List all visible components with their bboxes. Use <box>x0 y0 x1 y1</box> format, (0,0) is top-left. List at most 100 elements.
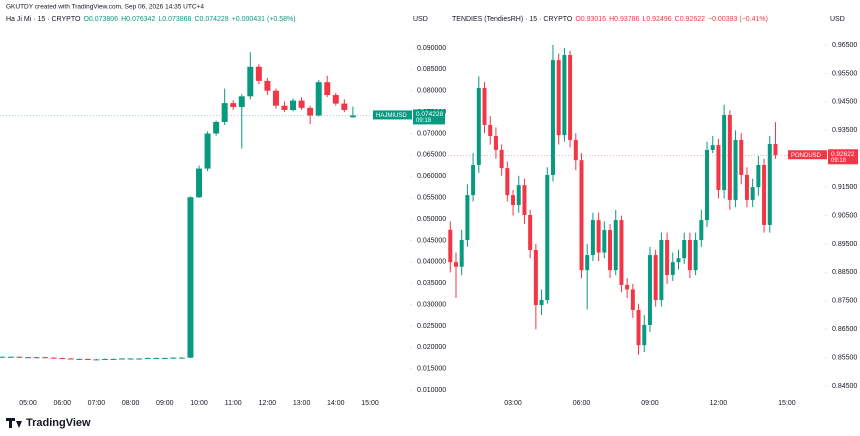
candle-body <box>453 262 458 267</box>
candle-body <box>727 114 732 200</box>
x-tick-label: 11:00 <box>225 400 242 407</box>
tv-logo <box>6 418 22 428</box>
y-tick-label: 0.88500 <box>832 269 857 276</box>
candle-body <box>579 160 584 271</box>
candle-body <box>196 168 203 198</box>
candle-body <box>636 309 641 346</box>
ticker-box <box>788 150 827 160</box>
x-tick-label: 03:00 <box>504 400 522 407</box>
candle-body <box>93 359 100 361</box>
candle-body <box>533 249 538 306</box>
candle-body <box>499 149 504 169</box>
candle-body <box>349 115 356 118</box>
candle-body <box>653 255 658 300</box>
candle-body <box>25 357 32 359</box>
y-tick-label: 0.93500 <box>832 127 857 134</box>
y-tick-label: 0.84500 <box>832 383 857 390</box>
y-tick-label: 0.085000 <box>417 66 446 73</box>
candle-body <box>619 220 624 285</box>
candle-body <box>756 164 761 188</box>
candle-body <box>187 197 194 358</box>
candle-body <box>687 240 692 271</box>
candle-body <box>213 121 220 134</box>
candle-body <box>33 357 40 359</box>
x-tick-label: 07:00 <box>88 400 106 407</box>
candle-body <box>676 258 681 263</box>
candle-body <box>602 230 607 253</box>
candle-body <box>178 357 185 359</box>
candle-body <box>744 174 749 200</box>
candle-body <box>161 358 168 360</box>
x-tick-label: 12:00 <box>710 400 728 407</box>
candle-body <box>670 262 675 275</box>
ticker-label: HAJMIUSD <box>376 113 407 119</box>
candle-body <box>119 358 126 360</box>
ohlc-value: L0.073868 <box>158 16 191 23</box>
candle-body <box>516 185 521 206</box>
y-tick-label: 0.90500 <box>832 212 857 219</box>
price-box <box>828 149 858 165</box>
x-tick-label: 10:00 <box>190 400 208 407</box>
currency: USD <box>413 16 428 23</box>
candle-body <box>550 60 555 175</box>
candle-body <box>136 358 143 360</box>
candle-body <box>647 255 652 325</box>
last-price-label: 0.92622 <box>831 151 855 158</box>
candle-body <box>590 220 595 256</box>
candle-body <box>221 103 228 122</box>
candle-body <box>665 240 670 275</box>
countdown-label: 09:18 <box>831 158 847 164</box>
x-tick-label: 13:00 <box>293 400 311 407</box>
candle-body <box>59 358 66 360</box>
ohlc-value: O0.93016 <box>575 16 606 23</box>
candle-body <box>750 187 755 200</box>
ticker-box <box>373 110 412 120</box>
symbol-header: TENDIES (TendiesRH) · 15 · CRYPTO O0.9301… <box>452 16 768 23</box>
candle-body <box>539 299 544 306</box>
candle-body <box>488 124 493 136</box>
candle-body <box>67 358 74 360</box>
symbol-name: TENDIES (TendiesRH) · 15 · CRYPTO <box>452 16 573 23</box>
y-tick-label: 0.95500 <box>832 70 857 77</box>
candle-body <box>42 357 49 359</box>
y-tick-label: 0.035000 <box>417 280 446 287</box>
y-tick-label: 0.020000 <box>417 344 446 351</box>
y-tick-label: 0.85500 <box>832 355 857 362</box>
candle-body <box>476 87 481 165</box>
ohlc-value: O0.073806 <box>83 16 118 23</box>
y-tick-label: 0.060000 <box>417 173 446 180</box>
ohlc-value: H0.93786 <box>609 16 639 23</box>
y-tick-label: 0.050000 <box>417 216 446 223</box>
candle-body <box>459 240 464 267</box>
x-tick-label: 09:00 <box>156 400 174 407</box>
candle-body <box>773 144 778 156</box>
candle-body <box>101 358 108 360</box>
candle-body <box>699 220 704 241</box>
ohlc-value: +0.000431 (+0.58%) <box>232 16 296 23</box>
candle-body <box>84 358 91 360</box>
y-tick-label: 0.025000 <box>417 323 446 330</box>
y-tick-label: 0.015000 <box>417 366 446 373</box>
y-tick-label: 0.080000 <box>417 88 446 95</box>
candle-body <box>705 149 710 221</box>
y-tick-label: 0.030000 <box>417 301 446 308</box>
y-tick-label: 0.010000 <box>417 387 446 394</box>
candle-body <box>545 174 550 300</box>
candle-body <box>505 168 510 196</box>
y-tick-label: 0.87500 <box>832 298 857 305</box>
candle-body <box>482 87 487 125</box>
candle-body <box>272 90 279 106</box>
candle-body <box>324 82 331 96</box>
candle-body <box>7 356 14 358</box>
x-tick-label: 15:00 <box>778 400 796 407</box>
price-box <box>413 109 445 125</box>
candle-body <box>332 95 339 104</box>
ohlc-value: C0.92622 <box>675 16 705 23</box>
x-tick-label: 06:00 <box>573 400 591 407</box>
candle-body <box>50 357 57 359</box>
candle-body <box>716 145 721 190</box>
symbol-name: Ha Ji Mi · 15 · CRYPTO <box>6 16 81 23</box>
ohlc-value: L0.92496 <box>642 16 671 23</box>
x-tick-label: 14:00 <box>327 400 345 407</box>
